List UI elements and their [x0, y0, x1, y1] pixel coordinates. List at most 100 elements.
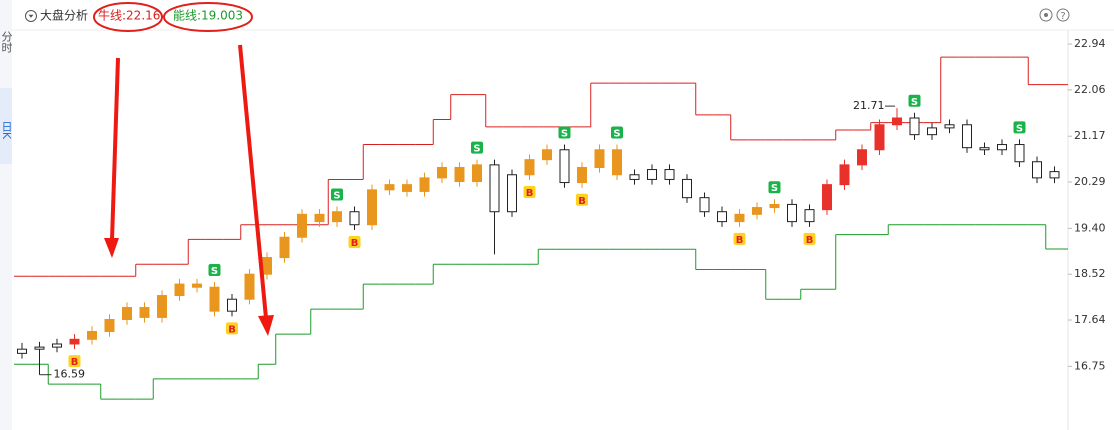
candle-body	[174, 283, 185, 297]
annotation-arrow	[110, 57, 120, 241]
candle-body	[384, 184, 395, 191]
y-tick-label: 20.29	[1074, 175, 1106, 188]
help-icon-text: ?	[1060, 11, 1065, 22]
candle-body	[717, 211, 727, 223]
candle-body	[664, 169, 675, 180]
candle-body	[192, 283, 202, 288]
settings-icon-dot	[1044, 13, 1048, 17]
candle-body	[927, 127, 937, 136]
candle-body	[962, 124, 972, 149]
candle-body	[69, 338, 80, 345]
candle-body	[17, 348, 27, 354]
candle-body	[1049, 171, 1060, 179]
candle-body	[52, 343, 62, 348]
signal-label: S	[473, 144, 480, 155]
y-tick-label: 18.52	[1074, 267, 1106, 280]
signal-label: S	[561, 129, 568, 140]
candle-body	[472, 164, 482, 183]
signal-label: S	[211, 266, 218, 277]
candle-body	[262, 257, 272, 275]
legend-label: 能线:19.003	[173, 9, 243, 23]
arrows	[104, 44, 274, 336]
candle-body	[822, 184, 832, 211]
candle-body	[332, 211, 342, 223]
candle-body	[839, 164, 850, 186]
signal-label: B	[228, 324, 236, 335]
candle-body	[804, 209, 815, 223]
menu-icon[interactable]	[25, 10, 37, 22]
sidebar-tab[interactable]: 分时	[0, 31, 13, 53]
signal-label: B	[526, 188, 534, 199]
candle-body	[979, 147, 990, 151]
y-tick-label: 22.06	[1074, 83, 1106, 96]
menu-caret	[28, 14, 34, 18]
candle-body	[542, 149, 552, 161]
candle-body	[157, 295, 167, 318]
candle-body	[419, 177, 430, 192]
signal-badge	[576, 193, 588, 206]
candle-body	[139, 307, 150, 318]
candle-body	[437, 166, 447, 179]
sidebar-tab[interactable]: 日K	[0, 121, 13, 140]
candle-body	[87, 330, 97, 340]
signal-badge	[611, 126, 623, 139]
candle-body	[209, 286, 220, 312]
candle-body	[507, 174, 517, 213]
candle-body	[349, 211, 360, 226]
signal-badge	[331, 188, 343, 201]
signal-badge	[348, 235, 361, 248]
signal-badge	[1013, 121, 1026, 134]
signal-label: B	[736, 235, 744, 246]
y-tick-label: 16.75	[1074, 359, 1106, 372]
y-tick-label: 19.40	[1074, 221, 1106, 234]
candle-body	[367, 189, 377, 226]
candle-body	[682, 178, 692, 199]
signal-label: B	[578, 196, 586, 207]
signal-label: B	[71, 357, 79, 368]
signal-badge	[733, 232, 746, 245]
low-annotation: 16.59	[54, 368, 86, 381]
signal-badge	[226, 322, 238, 335]
annotation-arrow	[238, 44, 268, 319]
signal-badge	[68, 355, 81, 368]
signal-badge	[558, 126, 571, 139]
y-tick-label: 17.64	[1074, 313, 1106, 326]
plot-area: 22.94 22.06 21.17 20.29 19.40 18.52 17.64 16.75…	[14, 37, 1106, 400]
y-tick-label: 22.94	[1074, 37, 1106, 50]
candle-body	[297, 213, 307, 238]
annotation-arrowhead	[104, 238, 119, 258]
y-tick-label: 21.17	[1074, 129, 1106, 142]
candle-body	[1014, 144, 1025, 163]
candle-body	[559, 149, 570, 184]
signal-badge	[803, 232, 816, 245]
signal-label: S	[771, 183, 778, 194]
candle-body	[647, 169, 657, 180]
signal-label: S	[333, 191, 340, 202]
signal-badge	[908, 94, 921, 107]
candle-body	[34, 346, 45, 350]
sidebar-active	[0, 88, 12, 164]
candle-body	[524, 159, 535, 176]
candle-body	[489, 164, 500, 213]
candle-body	[857, 149, 867, 166]
candle-body	[577, 166, 587, 184]
signal-label: B	[806, 235, 814, 246]
signal-label: S	[911, 97, 918, 108]
candle-body	[734, 213, 745, 223]
settings-icon[interactable]	[1039, 8, 1053, 22]
candle-body	[874, 124, 885, 151]
signal-label: S	[613, 129, 620, 140]
candle-body	[402, 184, 412, 192]
menu-label[interactable]: 大盘分析	[40, 8, 88, 23]
candle-body	[454, 166, 465, 183]
signal-label: B	[351, 238, 359, 249]
highlight-ellipse	[93, 2, 163, 32]
candle-body	[1032, 161, 1042, 179]
help-icon[interactable]	[1056, 8, 1070, 22]
candle-body	[787, 203, 797, 223]
candle-body	[612, 149, 622, 176]
candle-body	[892, 117, 902, 126]
candle-body	[909, 117, 920, 136]
candle-body	[122, 307, 132, 321]
